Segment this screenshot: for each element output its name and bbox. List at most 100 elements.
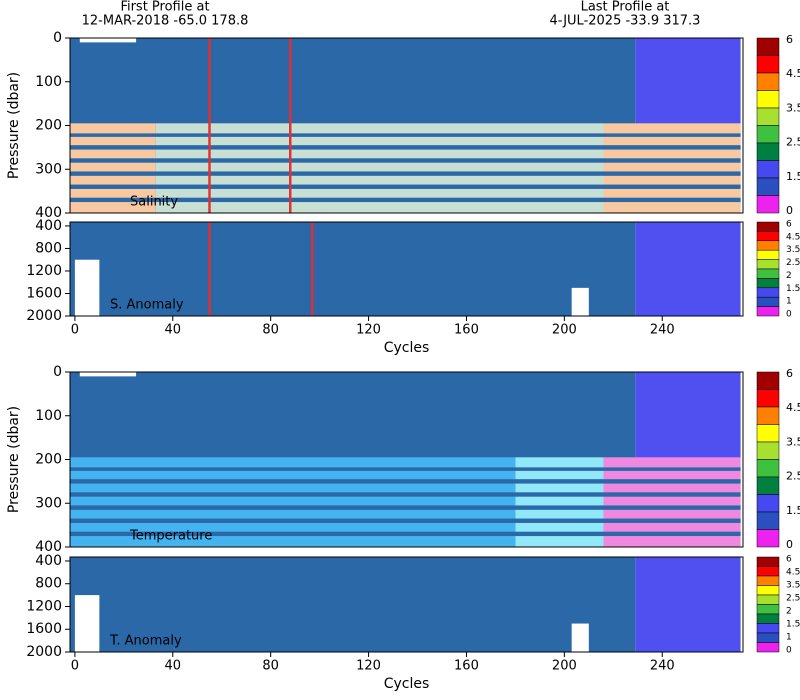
colorbar-band bbox=[756, 632, 780, 643]
first-profile-label: First Profile at bbox=[120, 0, 209, 15]
colorbar-band bbox=[756, 268, 780, 279]
colorbar-band bbox=[756, 511, 780, 530]
colorbar-band bbox=[756, 494, 780, 513]
data-region bbox=[70, 158, 741, 163]
colorbar-band bbox=[756, 424, 780, 443]
data-region bbox=[70, 531, 741, 537]
x-tick-label: 120 bbox=[356, 323, 381, 338]
colorbar-tick-label: 1.5 bbox=[786, 170, 800, 183]
colorbar-band bbox=[756, 240, 780, 251]
colorbar-tick-label: 1.5 bbox=[786, 284, 800, 294]
y-tick-label: 0 bbox=[53, 30, 62, 46]
y-tick-label: 0 bbox=[53, 364, 62, 380]
data-region bbox=[70, 557, 636, 652]
y-tick-label: 1200 bbox=[26, 598, 62, 614]
colorbar-band bbox=[756, 195, 780, 214]
colorbar-band bbox=[756, 566, 780, 577]
panel-label: T. Anomaly bbox=[109, 634, 182, 649]
x-tick-label: 200 bbox=[552, 323, 577, 338]
colorbar-band bbox=[756, 585, 780, 596]
x-tick-label: 40 bbox=[165, 323, 182, 338]
data-region bbox=[208, 38, 211, 213]
colorbar-band bbox=[756, 459, 780, 478]
x-tick-label: 160 bbox=[454, 659, 479, 674]
x-tick-label: 240 bbox=[650, 659, 675, 674]
plot-frame bbox=[69, 221, 744, 317]
panel-label: S. Anomaly bbox=[110, 298, 184, 313]
x-tick-label: 120 bbox=[356, 659, 381, 674]
data-region bbox=[70, 145, 741, 150]
data-region bbox=[70, 518, 741, 523]
data-region bbox=[311, 222, 314, 316]
y-tick-label: 300 bbox=[35, 495, 62, 511]
colorbar-band bbox=[756, 604, 780, 615]
colorbar-band bbox=[756, 37, 780, 56]
data-region bbox=[70, 505, 741, 510]
colorbar-tick-label: 2 bbox=[786, 271, 792, 281]
colorbar-tick-label: 2.5 bbox=[786, 258, 800, 268]
data-region bbox=[79, 38, 137, 43]
data-region bbox=[571, 623, 589, 652]
data-region bbox=[70, 467, 741, 471]
colorbar-band bbox=[756, 642, 780, 653]
colorbar-band bbox=[756, 278, 780, 289]
colorbar-tick-label: 1.5 bbox=[786, 620, 800, 630]
y-axis-label: Pressure (dbar) bbox=[6, 72, 22, 179]
colorbar-tick-label: 6 bbox=[786, 555, 792, 565]
x-axis-label: Cycles bbox=[384, 676, 430, 692]
colorbar-band bbox=[756, 529, 780, 548]
colorbar-band bbox=[756, 613, 780, 624]
colorbar-tick-label: 0 bbox=[786, 538, 793, 551]
colorbar-band bbox=[756, 406, 780, 425]
colorbar-tick-label: 4.5 bbox=[786, 67, 800, 80]
y-tick-label: 100 bbox=[35, 74, 62, 90]
colorbar-tick-label: 4.5 bbox=[786, 232, 800, 242]
data-region bbox=[571, 287, 589, 316]
data-region bbox=[70, 133, 741, 137]
colorbar-tick-label: 1.5 bbox=[786, 504, 800, 517]
colorbar-band bbox=[756, 55, 780, 74]
colorbar-tick-label: 0 bbox=[786, 646, 792, 656]
colorbar-tick-label: 1 bbox=[786, 297, 792, 307]
x-tick-label: 240 bbox=[650, 323, 675, 338]
panel-label: Temperature bbox=[129, 529, 212, 544]
data-region bbox=[70, 197, 741, 203]
colorbar-band bbox=[756, 296, 780, 307]
last-profile-label: Last Profile at bbox=[581, 0, 670, 15]
colorbar-tick-label: 6 bbox=[786, 220, 792, 230]
colorbar-band bbox=[756, 177, 780, 196]
y-tick-label: 200 bbox=[35, 452, 62, 468]
data-region bbox=[74, 259, 100, 316]
colorbar-band bbox=[756, 594, 780, 605]
colorbar-band bbox=[756, 231, 780, 242]
data-region bbox=[70, 184, 741, 189]
data-region bbox=[70, 171, 741, 176]
colorbar-band bbox=[756, 371, 780, 390]
y-tick-label: 400 bbox=[35, 539, 62, 555]
colorbar-tick-label: 3.5 bbox=[786, 245, 800, 255]
colorbar-tick-label: 0 bbox=[786, 204, 793, 217]
colorbar-band bbox=[756, 476, 780, 495]
y-tick-label: 300 bbox=[35, 161, 62, 177]
colorbar-band bbox=[756, 221, 780, 232]
y-tick-label: 800 bbox=[35, 240, 62, 256]
y-tick-label: 1600 bbox=[26, 285, 62, 301]
colorbar-tick-label: 2 bbox=[786, 607, 792, 617]
colorbar-band bbox=[756, 623, 780, 634]
colorbar-band bbox=[756, 107, 780, 126]
y-tick-label: 800 bbox=[35, 576, 62, 592]
x-tick-label: 80 bbox=[262, 323, 279, 338]
x-axis-label: Cycles bbox=[384, 340, 430, 356]
data-region bbox=[79, 372, 137, 377]
data-region bbox=[289, 38, 292, 213]
colorbar-band bbox=[756, 249, 780, 260]
colorbar-tick-label: 2.5 bbox=[786, 594, 800, 604]
y-tick-label: 400 bbox=[35, 218, 62, 234]
x-tick-label: 200 bbox=[552, 659, 577, 674]
colorbar-band bbox=[756, 259, 780, 270]
data-region bbox=[635, 222, 741, 316]
y-axis-label: Pressure (dbar) bbox=[6, 406, 22, 513]
first-profile-value: 12-MAR-2018 -65.0 178.8 bbox=[82, 14, 249, 29]
colorbar-tick-label: 1 bbox=[786, 633, 792, 643]
